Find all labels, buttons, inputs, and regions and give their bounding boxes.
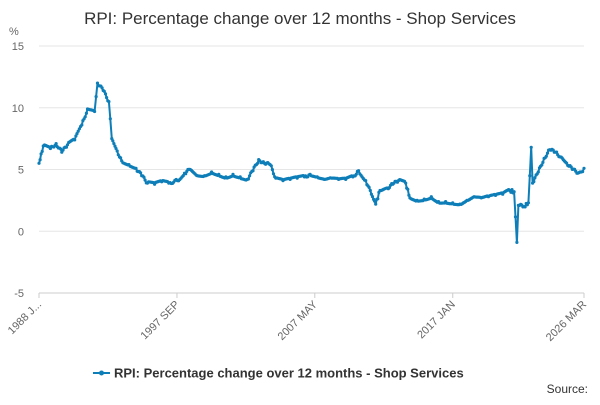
data-point [376, 197, 380, 201]
data-point [512, 190, 516, 194]
data-point [368, 188, 372, 193]
data-point [105, 96, 109, 100]
data-point [75, 132, 79, 136]
data-point [540, 163, 544, 167]
y-tick-label: 5 [18, 165, 24, 177]
legend-swatch-marker [99, 370, 104, 376]
data-point [119, 156, 123, 160]
data-point [38, 158, 42, 162]
gridlines [39, 45, 584, 294]
data-point [374, 202, 378, 206]
data-point [544, 154, 548, 158]
data-point [83, 115, 87, 119]
x-tick-label: 2026 MAR [544, 299, 589, 344]
data-point [515, 240, 519, 244]
data-point [251, 169, 255, 173]
data-point [142, 175, 146, 179]
data-point [581, 170, 585, 174]
data-point [357, 169, 361, 173]
x-tick-label: 1988 J... [6, 299, 44, 337]
data-point [407, 193, 411, 197]
data-point [40, 149, 44, 153]
data-point [536, 170, 540, 174]
data-point [367, 185, 371, 189]
legend[interactable]: RPI: Percentage change over 12 months - … [93, 366, 464, 381]
data-point [526, 201, 531, 205]
data-point [76, 129, 80, 133]
data-point [533, 176, 537, 180]
data-point [406, 187, 410, 191]
data-point [80, 123, 84, 127]
data-point [39, 152, 43, 156]
data-point [582, 166, 586, 170]
data-point [269, 164, 273, 168]
data-point [369, 192, 373, 196]
data-point [513, 215, 518, 219]
y-axis-label: % [9, 26, 19, 38]
x-axis-ticks: 1988 J... 1997 SEP 2007 MAY 2017 JAN 2026 MA… [6, 293, 589, 344]
source-label: Source: [547, 382, 588, 396]
data-point [114, 146, 118, 151]
data-point [94, 95, 98, 99]
data-point [111, 139, 115, 143]
data-point [73, 138, 77, 142]
y-tick-label: 15 [12, 41, 24, 53]
x-tick-label: 1997 SEP [139, 299, 183, 343]
data-point [143, 178, 147, 182]
data-point [370, 195, 375, 199]
data-point [100, 86, 104, 90]
data-point [528, 174, 532, 178]
data-point [181, 174, 185, 178]
data-point [103, 92, 108, 96]
data-point [93, 109, 97, 114]
series-line [38, 82, 585, 244]
data-point [569, 165, 573, 169]
data-point [74, 134, 78, 138]
chart-title: RPI: Percentage change over 12 months - … [84, 9, 516, 28]
data-point [541, 160, 545, 164]
data-point [545, 151, 550, 155]
data-point [256, 161, 260, 165]
data-point [523, 205, 527, 209]
legend-label[interactable]: RPI: Percentage change over 12 months - … [114, 366, 464, 381]
data-point [270, 168, 274, 172]
data-point [115, 149, 119, 153]
data-point [107, 100, 111, 104]
series-markers [37, 81, 586, 244]
x-tick-label: 2007 MAY [276, 298, 321, 343]
x-tick-label: 2017 JAN [415, 299, 458, 342]
data-point [108, 117, 112, 121]
data-point [54, 142, 58, 146]
data-point [555, 150, 559, 154]
data-point [112, 142, 116, 146]
y-axis-ticks: 15 10 5 0 -5 [12, 41, 24, 300]
data-point [248, 174, 252, 178]
data-point [373, 199, 377, 203]
y-tick-label: 10 [12, 103, 24, 115]
data-point [364, 179, 368, 183]
data-point [64, 145, 68, 149]
data-point [354, 172, 358, 176]
data-point [246, 177, 250, 181]
data-point [404, 181, 408, 185]
data-point [37, 161, 41, 165]
y-tick-label: 0 [18, 226, 24, 238]
data-point [139, 171, 143, 175]
data-point [102, 89, 106, 93]
data-point [532, 180, 536, 184]
data-point [84, 111, 88, 115]
data-point [510, 188, 514, 192]
data-point [271, 172, 276, 176]
y-tick-label: -5 [14, 288, 24, 300]
data-point [134, 166, 138, 170]
data-point [529, 145, 533, 149]
data-point [95, 81, 100, 85]
